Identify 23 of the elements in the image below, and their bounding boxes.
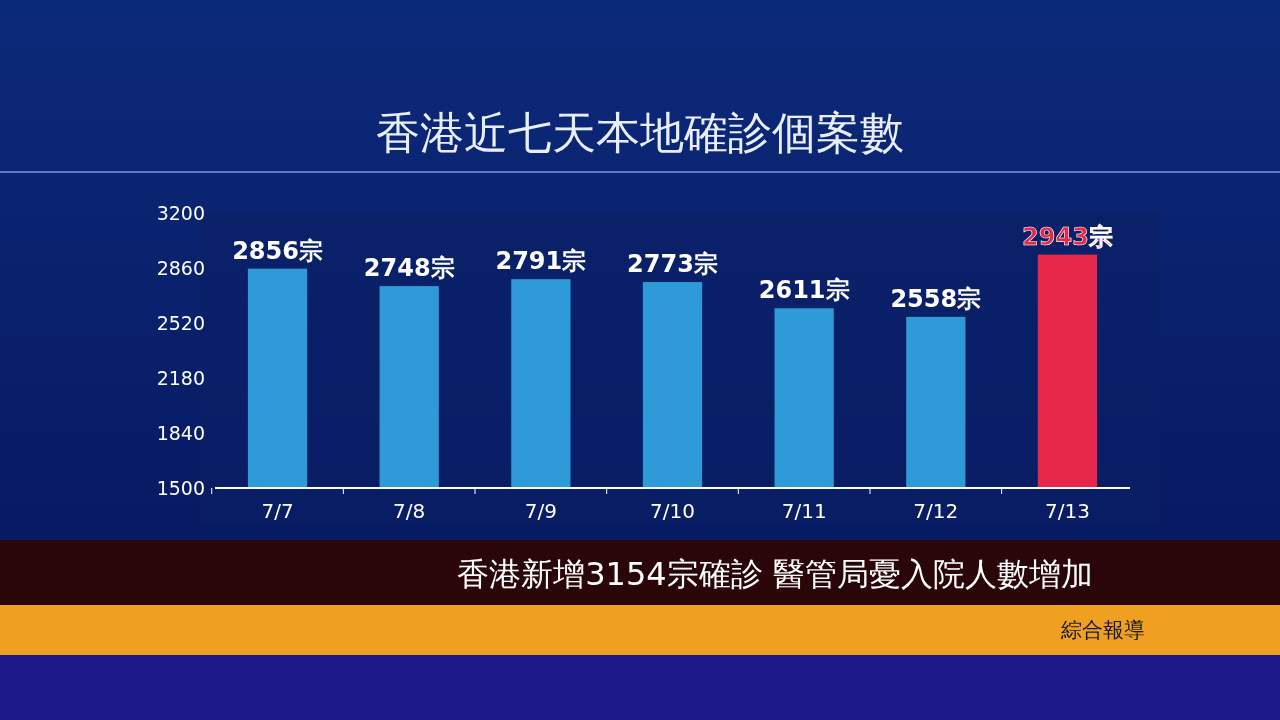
text: 綜合報導: [1060, 618, 1145, 642]
x-tick-label: 7/10: [650, 499, 695, 523]
data-label: 2791宗: [495, 247, 587, 276]
y-tick-label: 1500: [156, 477, 205, 499]
x-tick-label: 7/11: [781, 499, 827, 523]
data-label: 2773宗: [627, 250, 718, 279]
y-tick-label: 1840: [156, 422, 205, 444]
y-tick-label: 2520: [156, 312, 205, 334]
data-label: 2748宗: [363, 254, 455, 283]
x-tick-label: 7/7: [261, 499, 294, 523]
data-label: 2856宗: [232, 236, 323, 265]
y-tick-label: 2180: [156, 367, 205, 389]
chart-title: 香港近七天本地確診個案數: [376, 107, 904, 158]
x-tick-label: 7/9: [524, 499, 557, 523]
x-tick-label: 7/13: [1045, 499, 1090, 523]
y-tick-label: 3200: [156, 202, 205, 224]
y-tick-label: 2860: [156, 257, 205, 279]
data-label: 2558宗: [890, 284, 982, 313]
data-label: 2943宗: [1022, 222, 1113, 251]
text: 香港新增3154宗確診 醫管局憂入院人數增加: [457, 555, 1093, 593]
data-label: 2611宗: [758, 276, 850, 305]
x-tick-label: 7/12: [913, 499, 959, 523]
x-tick-label: 7/8: [393, 499, 426, 523]
